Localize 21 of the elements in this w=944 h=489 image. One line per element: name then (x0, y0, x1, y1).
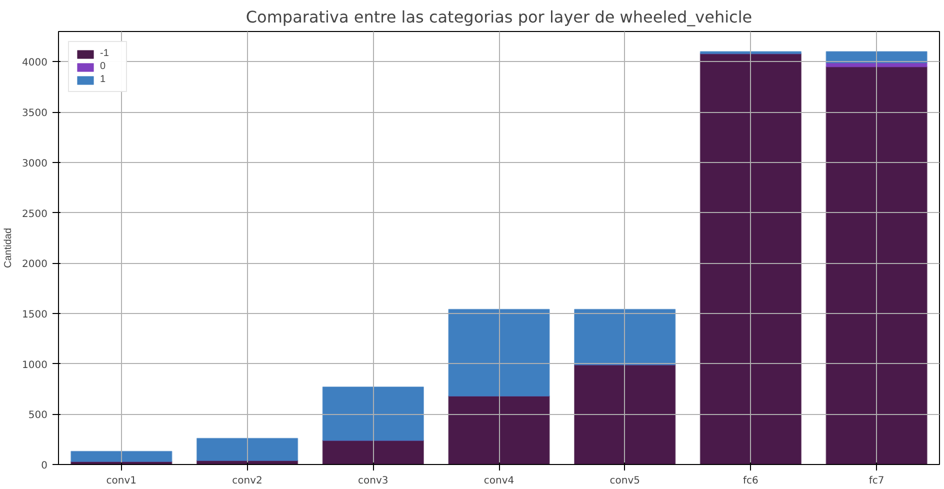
y-tick-label: 0 (41, 460, 48, 472)
legend-label: 0 (100, 61, 107, 72)
y-axis-title: Cantidad (3, 228, 14, 268)
x-tick-label: conv3 (358, 476, 388, 486)
x-tick-label: conv4 (484, 476, 514, 486)
x-tick-label: conv5 (610, 476, 640, 486)
y-tick-label: 3000 (22, 158, 48, 170)
y-tick-label: 1000 (22, 360, 48, 371)
y-tick-label: 4000 (22, 58, 48, 69)
x-tick-label: fc6 (743, 476, 758, 486)
y-tick-label: 1500 (22, 309, 48, 320)
x-tick-label: conv2 (232, 476, 262, 486)
x-tick-label: conv1 (106, 476, 137, 486)
legend-label: -1 (100, 48, 110, 59)
y-tick-label: 2500 (22, 208, 48, 220)
chart-title: Comparativa entre las categorias por layer de wheeled_vehicle (246, 8, 752, 26)
y-tick-label: 500 (28, 410, 48, 422)
y-tick-label: 2000 (22, 259, 48, 270)
x-tick-label: fc7 (868, 476, 884, 486)
legend-label: 1 (100, 74, 107, 85)
y-tick-label: 3500 (22, 108, 48, 120)
